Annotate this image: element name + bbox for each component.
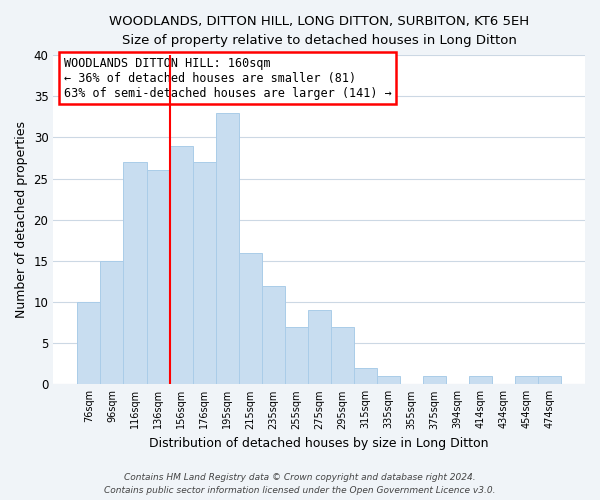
Bar xyxy=(170,146,193,384)
Bar xyxy=(353,368,377,384)
Bar xyxy=(146,170,170,384)
Bar xyxy=(77,302,100,384)
Bar xyxy=(515,376,538,384)
Y-axis label: Number of detached properties: Number of detached properties xyxy=(15,121,28,318)
Bar xyxy=(538,376,561,384)
Bar xyxy=(239,252,262,384)
Bar xyxy=(215,112,239,384)
Bar xyxy=(377,376,400,384)
Bar xyxy=(124,162,146,384)
Bar xyxy=(100,261,124,384)
X-axis label: Distribution of detached houses by size in Long Ditton: Distribution of detached houses by size … xyxy=(149,437,489,450)
Bar xyxy=(262,286,284,384)
Bar xyxy=(469,376,492,384)
Bar xyxy=(331,326,353,384)
Text: WOODLANDS DITTON HILL: 160sqm
← 36% of detached houses are smaller (81)
63% of s: WOODLANDS DITTON HILL: 160sqm ← 36% of d… xyxy=(64,57,392,100)
Bar xyxy=(423,376,446,384)
Title: WOODLANDS, DITTON HILL, LONG DITTON, SURBITON, KT6 5EH
Size of property relative: WOODLANDS, DITTON HILL, LONG DITTON, SUR… xyxy=(109,15,529,47)
Bar xyxy=(193,162,215,384)
Bar xyxy=(284,326,308,384)
Bar xyxy=(308,310,331,384)
Text: Contains HM Land Registry data © Crown copyright and database right 2024.
Contai: Contains HM Land Registry data © Crown c… xyxy=(104,474,496,495)
